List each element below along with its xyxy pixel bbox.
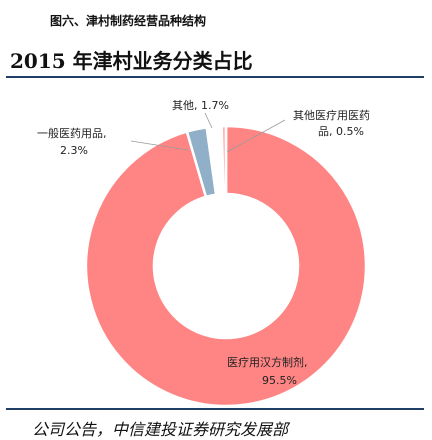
figure-caption: 图六、津村制药经营品种结构 — [50, 14, 207, 28]
title-divider — [6, 76, 424, 78]
slice-1 — [84, 124, 368, 408]
leader-line-general — [130, 140, 189, 151]
label-main-pct: 95.5% — [262, 374, 297, 387]
label-other-med-pct: 品, 0.5% — [318, 125, 364, 138]
source-note: 公司公告，中信建投证券研究发展部 — [32, 420, 289, 439]
donut-slices — [84, 124, 368, 408]
label-general-pct: 2.3% — [60, 144, 88, 157]
leader-lines — [130, 112, 286, 153]
label-other-med-name: 其他医疗用医药 — [293, 108, 370, 122]
source-divider — [6, 408, 424, 410]
label-other: 其他, 1.7% — [172, 99, 229, 112]
label-main-name: 医疗用汉方制剂, — [227, 355, 308, 369]
leader-line-other-med — [226, 119, 286, 153]
slice-4 — [220, 124, 228, 196]
chart-title: 2015 年津村业务分类占比 — [10, 49, 253, 73]
label-general-name: 一般医药用品, — [37, 127, 107, 140]
leader-line-other — [204, 112, 213, 129]
